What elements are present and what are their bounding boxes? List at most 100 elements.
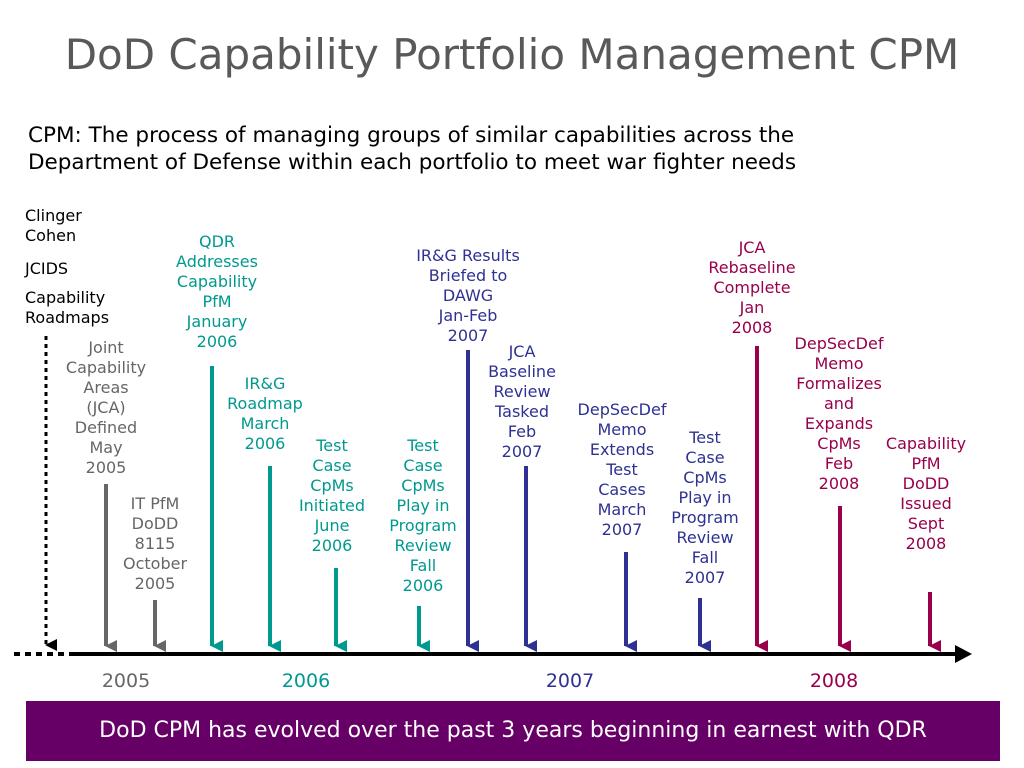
- event-label-line: Program: [389, 516, 457, 535]
- legend-roadmaps-line-1: Capability: [25, 288, 106, 307]
- legend-clinger-line-2: Cohen: [25, 226, 77, 245]
- event-label-line: Complete: [713, 278, 791, 297]
- legend-capability-roadmaps: Capability Roadmaps: [25, 288, 109, 328]
- event-label-line: 2007: [601, 520, 643, 539]
- event-capability-pfm-dodd: Capability PfM DoDD Issued Sept 2008: [872, 434, 980, 554]
- year-label-2006: 2006: [281, 670, 331, 692]
- event-label-line: Memo: [597, 420, 647, 439]
- event-label-line: Play in: [678, 488, 732, 507]
- definition-text: CPM: The process of managing groups of s…: [28, 122, 796, 176]
- event-label-line: 2006: [402, 576, 444, 595]
- event-label-line: Cases: [598, 480, 646, 499]
- event-label-line: 2006: [196, 332, 238, 351]
- event-label-line: 2006: [311, 536, 353, 555]
- event-label-line: DoDD: [902, 474, 950, 493]
- event-label-line: March: [597, 500, 647, 519]
- event-label-line: Case: [403, 456, 443, 475]
- event-irg-results: IR&G Results Briefed to DAWG Jan-Feb 2007: [398, 246, 538, 346]
- event-test-cpms-initiated: Test Case CpMs Initiated June 2006: [284, 436, 380, 556]
- event-label-line: Formalizes: [796, 374, 882, 393]
- event-label-line: 2007: [684, 568, 726, 587]
- event-depsecdef-extends: DepSecDef Memo Extends Test Cases March 2007: [566, 400, 678, 540]
- event-label-line: Fall: [409, 556, 437, 575]
- event-label-line: Test: [407, 436, 439, 455]
- event-label-line: PfM: [202, 292, 232, 311]
- event-label-line: DAWG: [442, 286, 494, 305]
- event-label-line: PfM: [911, 454, 941, 473]
- year-label-2005: 2005: [101, 670, 151, 692]
- event-label-line: Test: [316, 436, 348, 455]
- event-label-line: CpMs: [310, 476, 354, 495]
- event-label-line: 2005: [134, 574, 176, 593]
- event-label-line: Baseline: [488, 362, 556, 381]
- definition-line-1: CPM: The process of managing groups of s…: [28, 123, 795, 148]
- legend-clinger-line-1: Clinger: [25, 206, 82, 225]
- event-label-line: Case: [312, 456, 352, 475]
- event-label-line: Review: [676, 528, 734, 547]
- event-label-line: Defined: [74, 418, 138, 437]
- event-jca-rebaseline: JCA Rebaseline Complete Jan 2008: [694, 238, 810, 338]
- event-label-line: Memo: [814, 354, 864, 373]
- event-label-line: January: [186, 312, 248, 331]
- event-label-line: October: [122, 554, 188, 573]
- event-label-line: 2008: [731, 318, 773, 337]
- event-label-line: DepSecDef: [794, 334, 884, 353]
- event-label-line: Feb: [824, 454, 854, 473]
- year-label-2007: 2007: [545, 670, 595, 692]
- event-label-line: DoDD: [131, 514, 179, 533]
- event-label-line: Capability: [65, 358, 147, 377]
- event-label-line: Issued: [900, 494, 952, 513]
- event-label-line: Briefed to: [428, 266, 508, 285]
- event-label-line: Fall: [691, 548, 719, 567]
- event-label-line: Initiated: [298, 496, 366, 515]
- event-label-line: Extends: [589, 440, 655, 459]
- event-label-line: 8115: [134, 534, 176, 553]
- event-label-line: QDR: [198, 232, 236, 251]
- legend-jcids: JCIDS: [25, 259, 69, 278]
- event-label-line: JCA: [508, 342, 536, 361]
- event-label-line: Review: [493, 382, 551, 401]
- event-label-line: Test: [689, 428, 721, 447]
- event-label-line: Capability: [885, 434, 967, 453]
- event-label-line: Test: [606, 460, 638, 479]
- event-test-cpms-play-2007: Test Case CpMs Play in Program Review Fall 2007: [656, 428, 754, 588]
- event-label-line: Play in: [396, 496, 450, 515]
- event-label-line: 2006: [244, 434, 286, 453]
- event-it-pfm: IT PfM DoDD 8115 October 2005: [105, 494, 205, 594]
- event-jca-baseline-review: JCA Baseline Review Tasked Feb 2007: [476, 342, 568, 462]
- event-label-line: JCA: [738, 238, 766, 257]
- event-label-line: Feb: [507, 422, 537, 441]
- year-label-2008: 2008: [809, 670, 859, 692]
- event-jca-defined: Joint Capability Areas (JCA) Defined May 2005: [46, 338, 166, 478]
- event-label-line: CpMs: [401, 476, 445, 495]
- event-label-line: May: [89, 438, 123, 457]
- event-label-line: Sept: [907, 514, 945, 533]
- event-label-line: Joint: [88, 338, 124, 357]
- event-label-line: Capability: [176, 272, 258, 291]
- event-label-line: CpMs: [683, 468, 727, 487]
- event-label-line: Rebaseline: [708, 258, 796, 277]
- legend-roadmaps-line-2: Roadmaps: [25, 308, 110, 327]
- legend-clinger-cohen: Clinger Cohen: [25, 206, 82, 246]
- event-label-line: 2005: [85, 458, 127, 477]
- event-label-line: Tasked: [495, 402, 549, 421]
- event-depsecdef-formalizes: DepSecDef Memo Formalizes and Expands CpMs Feb…: [782, 334, 896, 494]
- event-label-line: Roadmap: [227, 394, 303, 413]
- event-label-line: 2008: [818, 474, 860, 493]
- summary-banner: DoD CPM has evolved over the past 3 year…: [26, 701, 1000, 761]
- event-label-line: IR&G Results: [416, 246, 520, 265]
- event-label-line: Review: [394, 536, 452, 555]
- event-irg-roadmap: IR&G Roadmap March 2006: [212, 374, 318, 454]
- event-label-line: Jan-Feb: [438, 306, 498, 325]
- event-label-line: Expands: [804, 414, 874, 433]
- event-label-line: 2008: [905, 534, 947, 553]
- event-label-line: Program: [671, 508, 739, 527]
- event-label-line: March: [240, 414, 290, 433]
- event-label-line: and: [823, 394, 855, 413]
- event-label-line: Case: [685, 448, 725, 467]
- page-title: DoD Capability Portfolio Management CPM: [64, 30, 960, 79]
- event-label-line: 2007: [501, 442, 543, 461]
- event-label-line: IR&G: [244, 374, 286, 393]
- event-label-line: (JCA): [86, 398, 126, 417]
- event-label-line: Areas: [83, 378, 129, 397]
